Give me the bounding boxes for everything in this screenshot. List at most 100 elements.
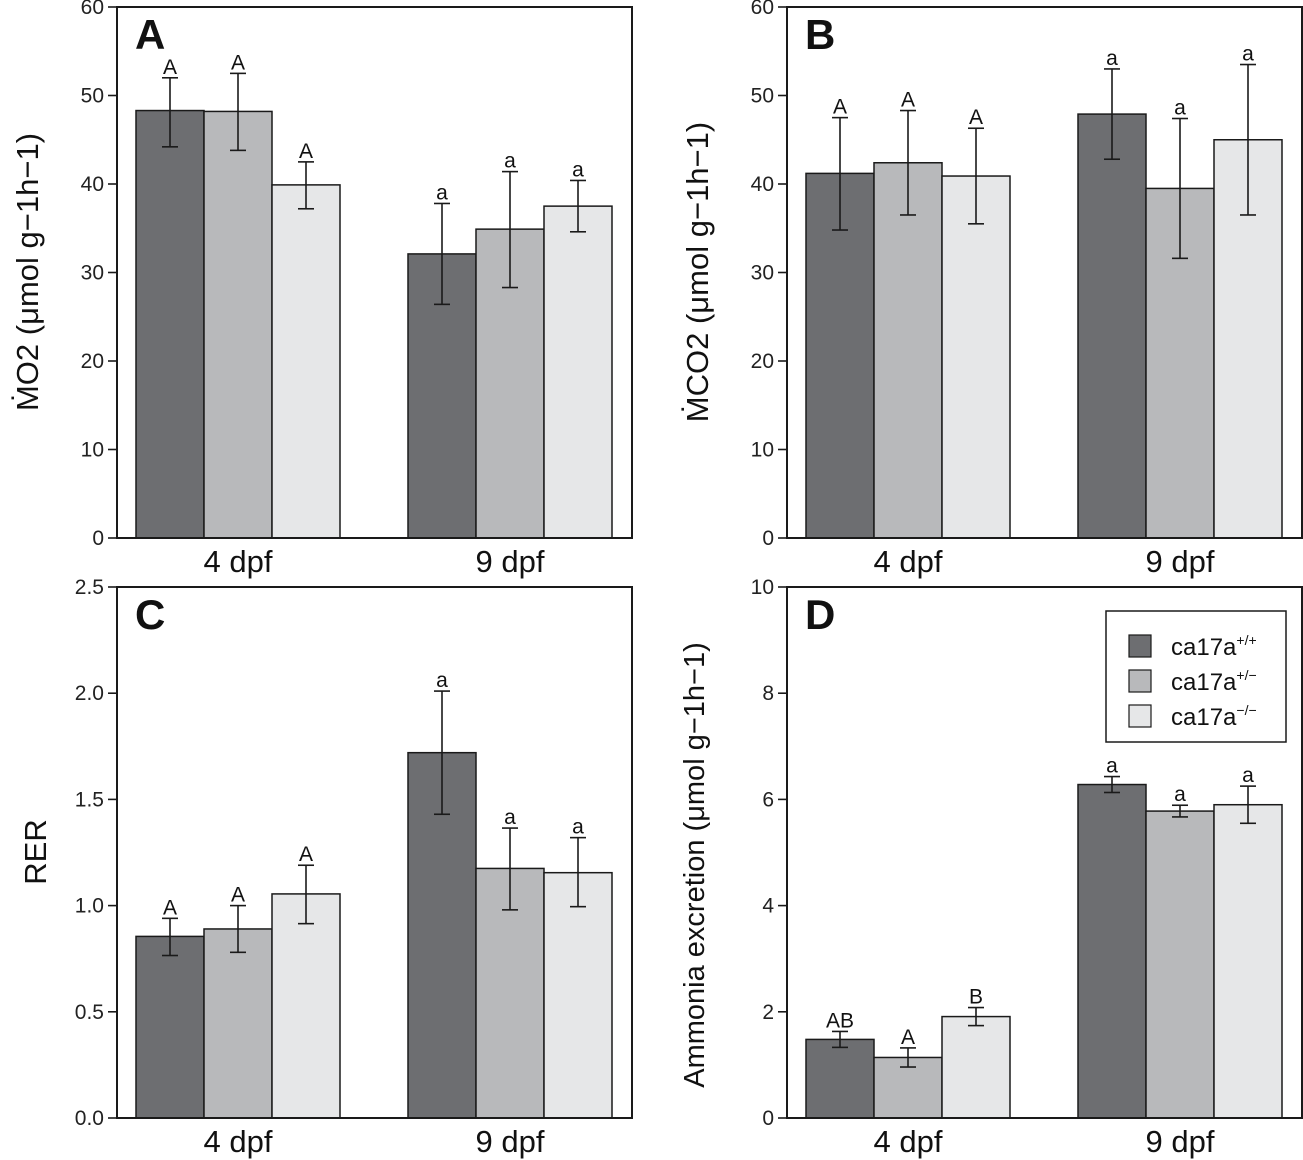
sig-label-b-s1-c1: a (1174, 97, 1186, 120)
panel-d: AB a Aa Ba 0 2 4 6 8 10 4 dpf 9 dpf D (751, 576, 1303, 1159)
ytick-label-b-3: 30 (751, 262, 774, 285)
bar-d-s2-c1 (1213, 803, 1283, 1119)
category-label-a-1: 9 dpf (476, 544, 545, 579)
ytick-label-d-1: 2 (762, 1001, 774, 1024)
sig-label-d-s0-c1: a (1106, 755, 1118, 778)
ytick-label-c-5: 2.5 (75, 576, 104, 599)
legend-swatch-mm (1128, 704, 1152, 728)
sig-label-d-s1-c1: a (1174, 783, 1186, 806)
ytick-label-c-2: 1.0 (75, 895, 104, 918)
legend-entry-pp: ca17a+/+ (1171, 632, 1257, 661)
sig-label-d-s2-c1: a (1242, 764, 1254, 787)
sig-label-a-s0-c1: a (436, 181, 448, 204)
bar-c-s2-c1 (543, 871, 613, 1119)
category-label-b-1: 9 dpf (1146, 544, 1215, 579)
category-label-d-0: 4 dpf (874, 1124, 943, 1159)
legend: ca17a+/+ ca17a+/− ca17a−/− (1105, 610, 1287, 743)
sig-label-d-s0-c0: AB (826, 1009, 854, 1032)
sig-label-b-s2-c0: A (969, 106, 983, 129)
bar-d-s0-c1 (1077, 783, 1147, 1119)
sig-label-b-s0-c1: a (1106, 47, 1118, 70)
bar-c-s1-c0 (203, 928, 273, 1119)
ytick-label-a-4: 40 (81, 173, 104, 196)
category-label-c-1: 9 dpf (476, 1124, 545, 1159)
category-label-b-0: 4 dpf (874, 544, 943, 579)
sig-label-c-s2-c0: A (299, 843, 313, 866)
ytick-label-a-5: 50 (81, 85, 104, 108)
sig-label-d-s1-c0: A (901, 1026, 915, 1049)
legend-swatch-pp (1128, 634, 1152, 658)
sig-label-b-s0-c0: A (833, 96, 847, 119)
ytick-label-c-1: 0.5 (75, 1001, 104, 1024)
panel-letter-c: C (135, 591, 165, 638)
panel-letter-a: A (135, 11, 165, 58)
panel-a: Aa Aa Aa 0 10 20 30 40 50 60 4 dpf 9 dpf A (81, 0, 633, 579)
ytick-label-a-6: 60 (81, 0, 104, 19)
bar-a-s1-c0 (203, 110, 273, 539)
bar-a-s2-c0 (271, 184, 341, 539)
bar-d-s0-c0 (805, 1038, 875, 1119)
bar-a-s0-c0 (135, 109, 205, 539)
ytick-label-a-3: 30 (81, 262, 104, 285)
bar-a-s2-c1 (543, 205, 613, 539)
category-label-c-0: 4 dpf (204, 1124, 273, 1159)
ylabel-b-group: ṀCO2 (μmol g−1h−1) (680, 122, 715, 422)
bar-b-s0-c1 (1077, 113, 1147, 539)
panel-b: Aa A a Aa 0 10 20 30 40 50 60 4 dpf 9 dpf B (751, 0, 1303, 579)
sig-label-a-s1-c0: A (231, 51, 245, 74)
sig-label-c-s0-c0: A (163, 896, 177, 919)
ytick-label-d-0: 0 (762, 1107, 774, 1130)
sig-label-d-s2-c0: B (969, 986, 983, 1009)
ytick-label-d-4: 8 (762, 682, 774, 705)
ylabel-d: Ammonia excretion (μmol g−1h−1) (679, 642, 711, 1087)
legend-entry-pm: ca17a+/− (1171, 667, 1257, 696)
ytick-label-c-0: 0.0 (75, 1107, 104, 1130)
bar-c-s2-c0 (271, 893, 341, 1119)
ytick-label-b-2: 20 (751, 350, 774, 373)
ytick-label-b-6: 60 (751, 0, 774, 19)
sig-label-a-s0-c0: A (163, 56, 177, 79)
ytick-label-a-0: 0 (92, 527, 104, 550)
bar-b-s2-c0 (941, 175, 1011, 539)
plot-frame-c (116, 586, 633, 1119)
ylabel-b: ṀCO2 (μmol g−1h−1) (680, 122, 715, 422)
panel-letter-d: D (805, 591, 835, 638)
sig-label-a-s2-c1: a (572, 158, 584, 181)
plot-frame-d (786, 586, 1303, 1119)
ylabel-d-group: Ammonia excretion (μmol g−1h−1) (679, 642, 711, 1087)
sig-label-c-s1-c1: a (504, 806, 516, 829)
ylabel-c: RER (18, 819, 53, 884)
sig-label-c-s2-c1: a (572, 816, 584, 839)
ylabel-c-group: RER (18, 819, 53, 884)
ytick-label-a-2: 20 (81, 350, 104, 373)
ytick-label-a-1: 10 (81, 439, 104, 462)
panel-letter-b: B (805, 11, 835, 58)
ytick-label-b-5: 50 (751, 85, 774, 108)
bar-b-s1-c0 (873, 162, 943, 539)
sig-label-c-s0-c1: a (436, 669, 448, 692)
sig-label-a-s2-c0: A (299, 140, 313, 163)
bar-c-s0-c0 (135, 935, 205, 1119)
ytick-label-c-4: 2.0 (75, 682, 104, 705)
legend-swatch-pm (1128, 669, 1152, 693)
bar-d-s1-c1 (1145, 810, 1215, 1119)
sig-label-b-s2-c1: a (1242, 43, 1254, 66)
ylabel-a-group: ṀO2 (μmol g−1h−1) (10, 133, 45, 411)
panel-c: Aa Aa Aa 0.0 0.5 1.0 1.5 2.0 2.5 4 dpf 9 dpf C (75, 576, 633, 1159)
sig-label-b-s1-c0: A (901, 89, 915, 112)
ytick-label-b-1: 10 (751, 439, 774, 462)
ytick-label-d-3: 6 (762, 788, 774, 811)
ytick-label-b-0: 0 (762, 527, 774, 550)
legend-entry-mm: ca17a−/− (1171, 702, 1257, 731)
sig-label-c-s1-c0: A (231, 884, 245, 907)
ytick-label-c-3: 1.5 (75, 788, 104, 811)
ytick-label-d-2: 4 (762, 895, 774, 918)
category-label-a-0: 4 dpf (204, 544, 273, 579)
ytick-label-d-5: 10 (751, 576, 774, 599)
ytick-label-b-4: 40 (751, 173, 774, 196)
bar-d-s2-c0 (941, 1015, 1011, 1119)
ylabel-a: ṀO2 (μmol g−1h−1) (10, 133, 45, 411)
category-label-d-1: 9 dpf (1146, 1124, 1215, 1159)
sig-label-a-s1-c1: a (504, 150, 516, 173)
